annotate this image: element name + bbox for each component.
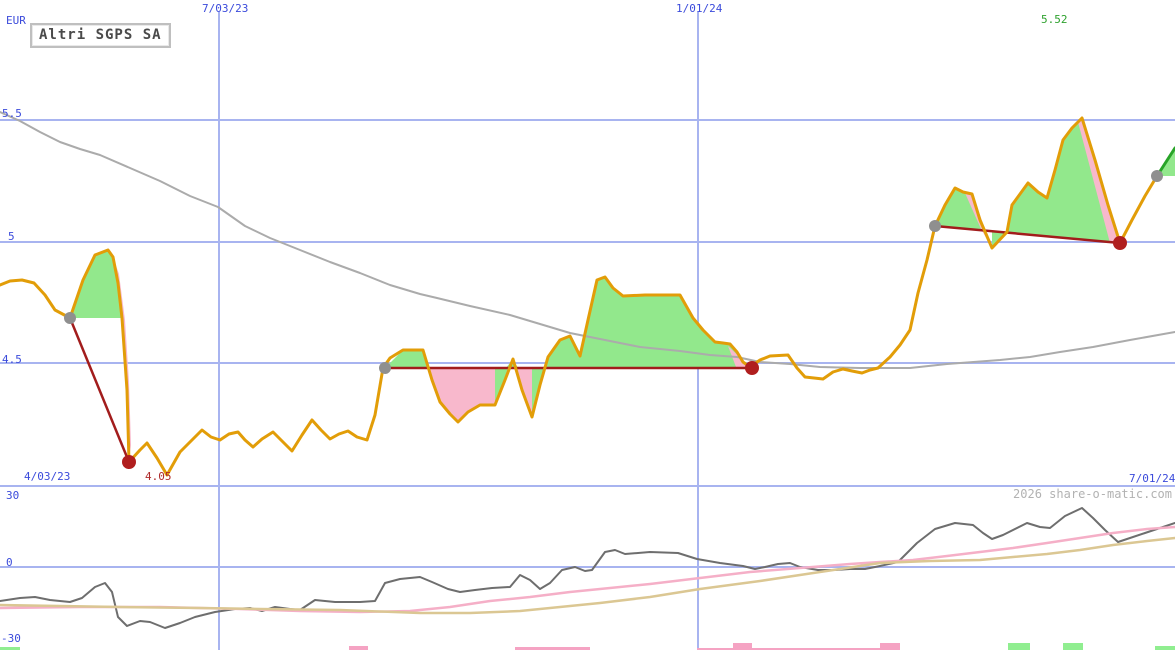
price-axis-tick-5: 5 <box>8 230 15 243</box>
watermark-text: 2026 share-o-matic.com <box>1013 487 1172 501</box>
oscillator-axis-tick-0: 0 <box>6 556 13 569</box>
price-axis-tick-4-5: 4.5 <box>2 353 22 366</box>
annotation-low-price: 4.05 <box>145 470 172 483</box>
x-axis-tick-date-bottom-left: 4/03/23 <box>24 470 71 483</box>
oscillator-axis-tick-30: 30 <box>6 489 20 502</box>
currency-label: EUR <box>6 14 26 27</box>
annotation-high-price: 5.52 <box>1041 13 1068 26</box>
x-axis-tick-date-bottom-right: 7/01/24 <box>1129 472 1175 485</box>
price-axis-tick-5-5: 5.5 <box>2 107 22 120</box>
instrument-title-box: Altri SGPS SA <box>30 23 171 48</box>
x-axis-tick-date-top-left: 7/03/23 <box>202 2 249 15</box>
oscillator-axis-tick-minus-30: -30 <box>1 632 21 645</box>
instrument-name: Altri SGPS SA <box>39 27 162 43</box>
x-axis-tick-date-top-right: 1/01/24 <box>676 2 723 15</box>
